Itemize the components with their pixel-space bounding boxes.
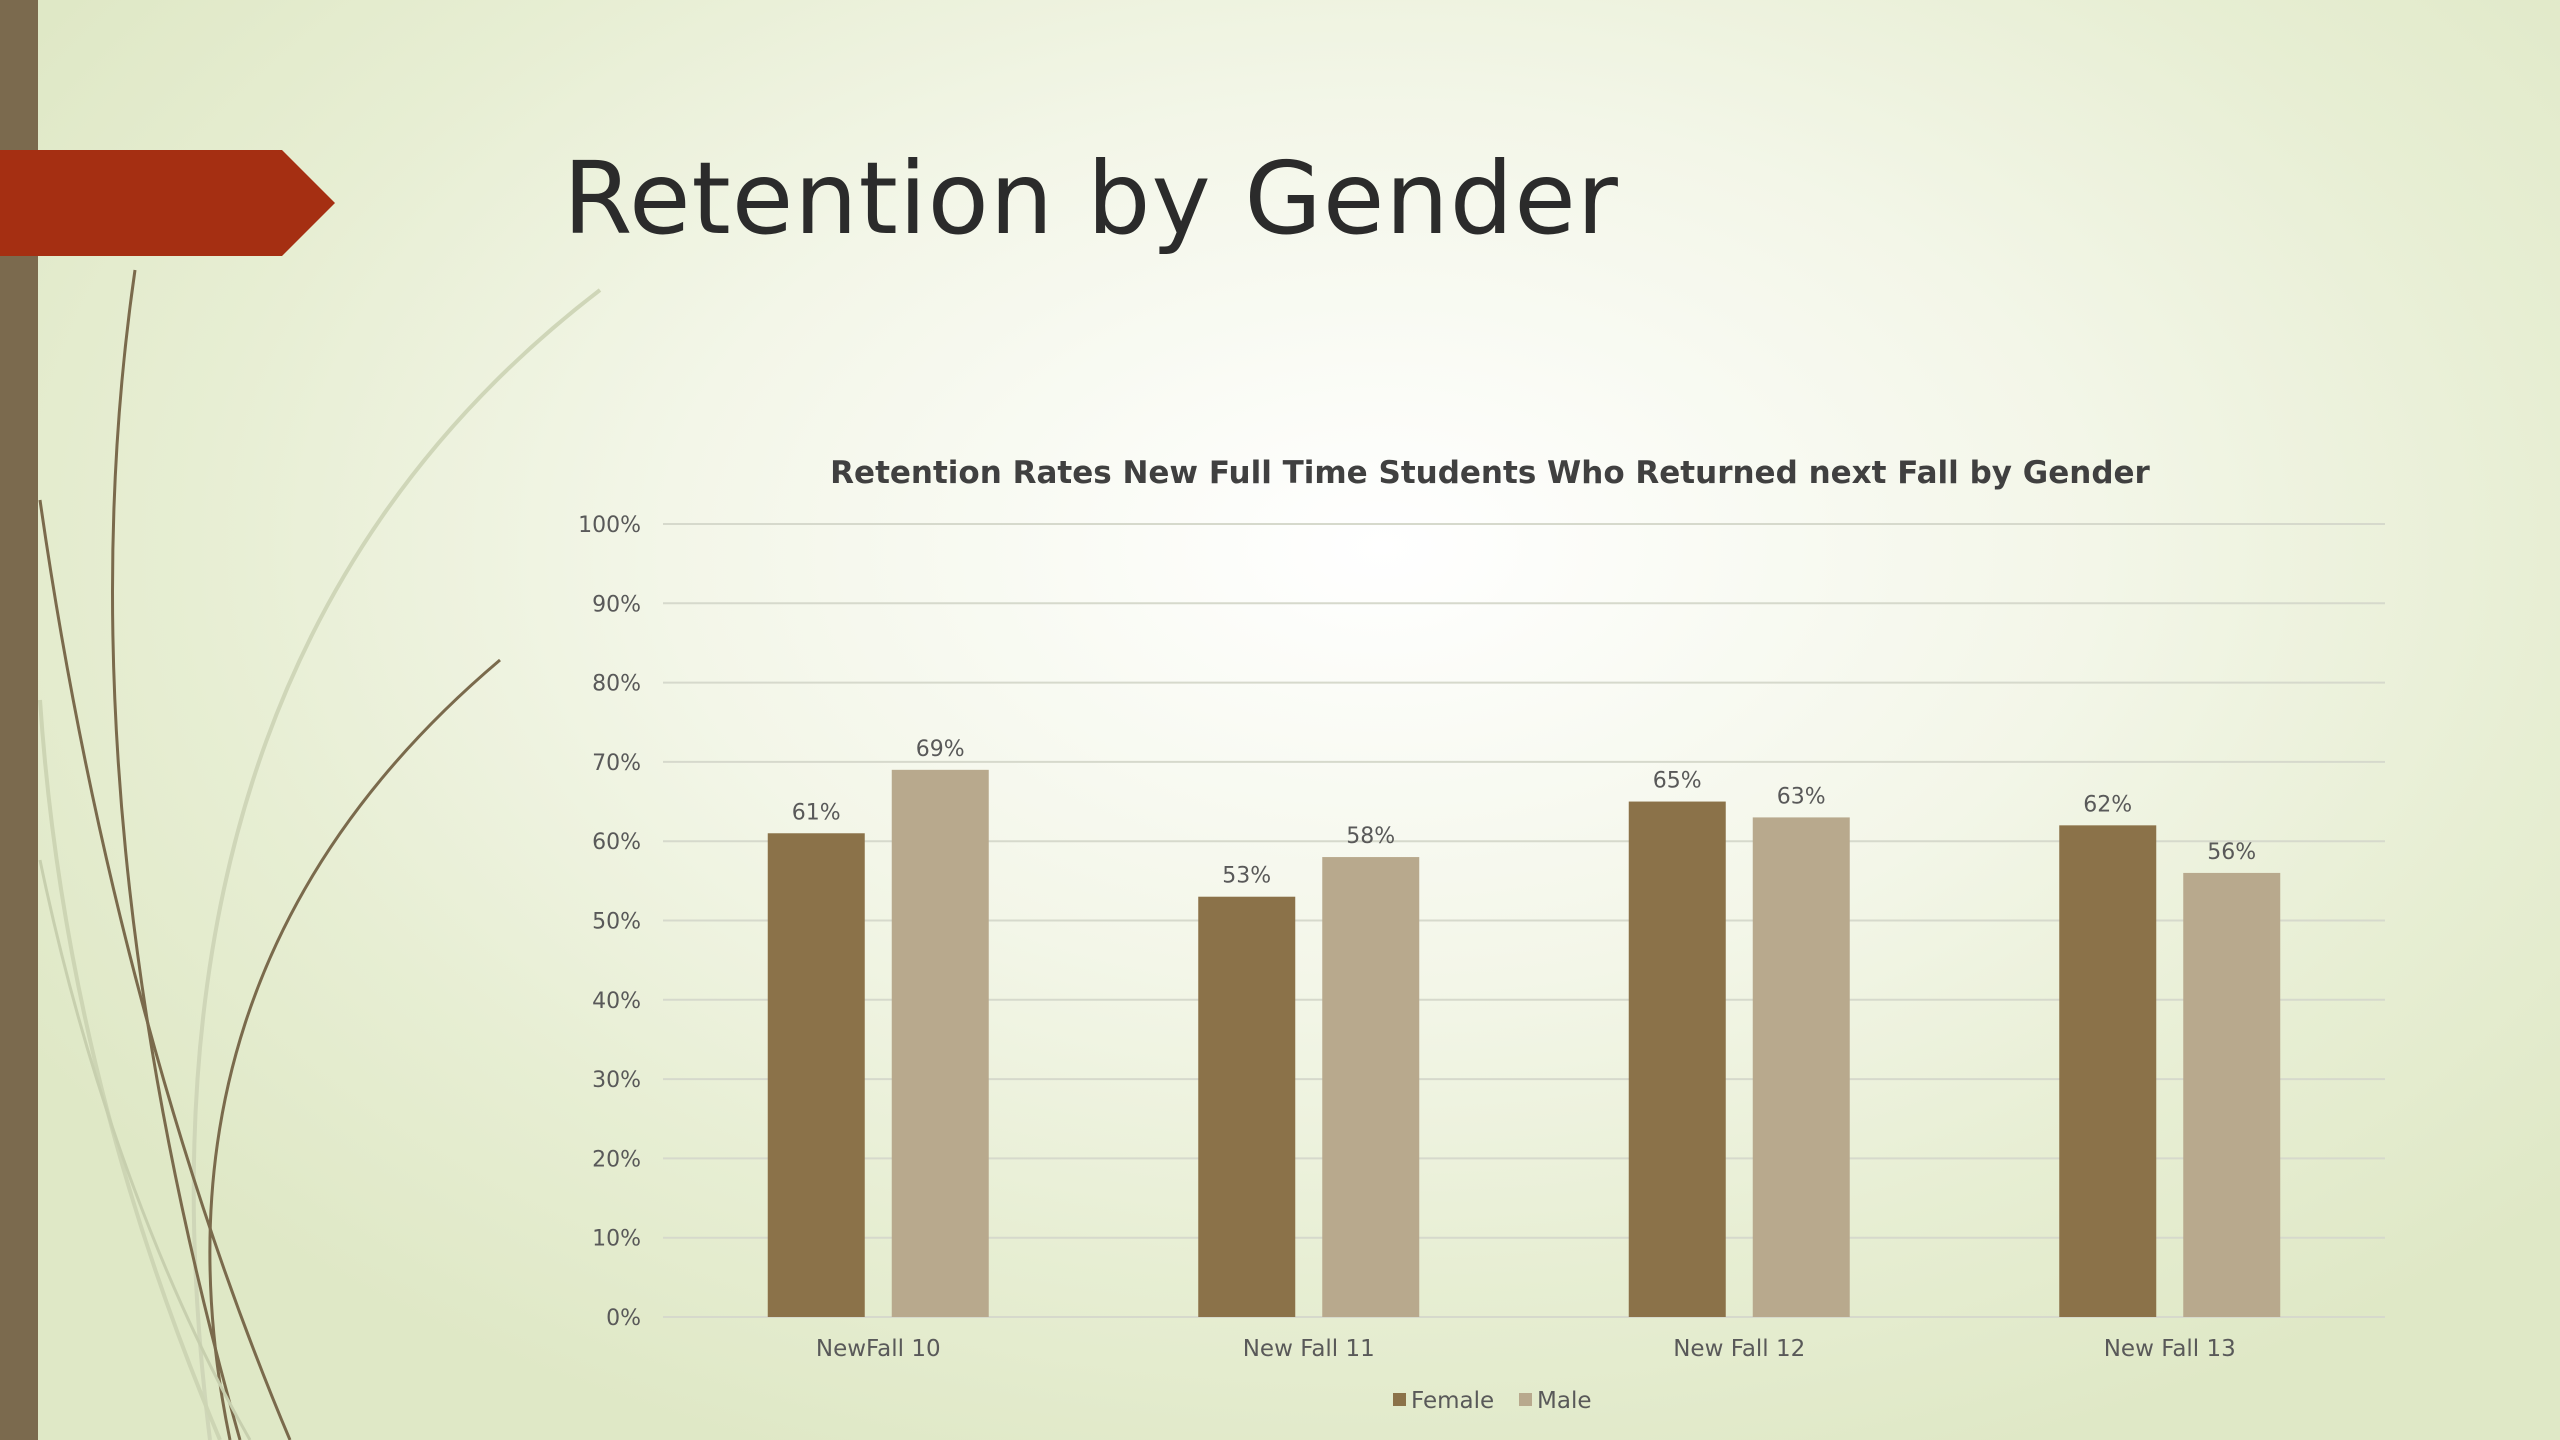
y-tick-label: 0% <box>606 1306 641 1331</box>
bar-female <box>767 833 865 1317</box>
y-tick-label: 50% <box>592 910 641 935</box>
x-axis-labels: NewFall 10 New Fall 11 New Fall 12 New Fall… <box>816 1336 2236 1362</box>
bar-female <box>2059 825 2157 1317</box>
x-tick-label: NewFall 10 <box>816 1336 941 1362</box>
data-label: 63% <box>1777 784 1826 809</box>
y-tick-label: 30% <box>592 1068 641 1093</box>
data-label: 62% <box>2083 792 2132 817</box>
data-label: 65% <box>1653 769 1702 794</box>
y-tick-label: 40% <box>592 989 641 1014</box>
legend-swatch-female <box>1393 1393 1406 1406</box>
y-tick-label: 80% <box>592 672 641 697</box>
bar-male <box>891 769 989 1317</box>
legend-swatch-male <box>1519 1393 1532 1406</box>
legend-label-male: Male <box>1537 1388 1591 1414</box>
x-tick-label: New Fall 13 <box>2104 1336 2236 1362</box>
data-label: 61% <box>792 800 841 825</box>
x-tick-label: New Fall 12 <box>1673 1336 1805 1362</box>
y-tick-label: 20% <box>592 1147 641 1172</box>
bar-female <box>1628 801 1726 1317</box>
data-label: 56% <box>2207 840 2256 865</box>
bar-male <box>1752 817 1850 1317</box>
bar-male <box>2183 872 2281 1317</box>
y-tick-label: 90% <box>592 592 641 617</box>
y-tick-label: 60% <box>592 830 641 855</box>
chart-legend: Female Male <box>1393 1388 1591 1414</box>
chart-bars: 61% 69% 53% 58% 65% 63% 62% 56% <box>767 737 2281 1317</box>
decorative-curves <box>38 269 602 1440</box>
title-arrow-shape <box>0 150 335 256</box>
y-axis-ticks: 0% 10% 20% 30% 40% 50% 60% 70% 80% 90% 100% <box>578 513 641 1331</box>
x-tick-label: New Fall 11 <box>1243 1336 1375 1362</box>
slide-title: Retention by Gender <box>563 140 1619 257</box>
data-label: 58% <box>1346 824 1395 849</box>
data-label: 53% <box>1222 864 1271 889</box>
bar-male <box>1322 857 1420 1317</box>
y-tick-label: 100% <box>578 513 641 538</box>
legend-label-female: Female <box>1411 1388 1494 1414</box>
data-label: 69% <box>916 737 965 762</box>
y-tick-label: 10% <box>592 1227 641 1252</box>
bar-female <box>1198 896 1296 1317</box>
y-tick-label: 70% <box>592 751 641 776</box>
chart-title: Retention Rates New Full Time Students W… <box>830 455 2150 491</box>
